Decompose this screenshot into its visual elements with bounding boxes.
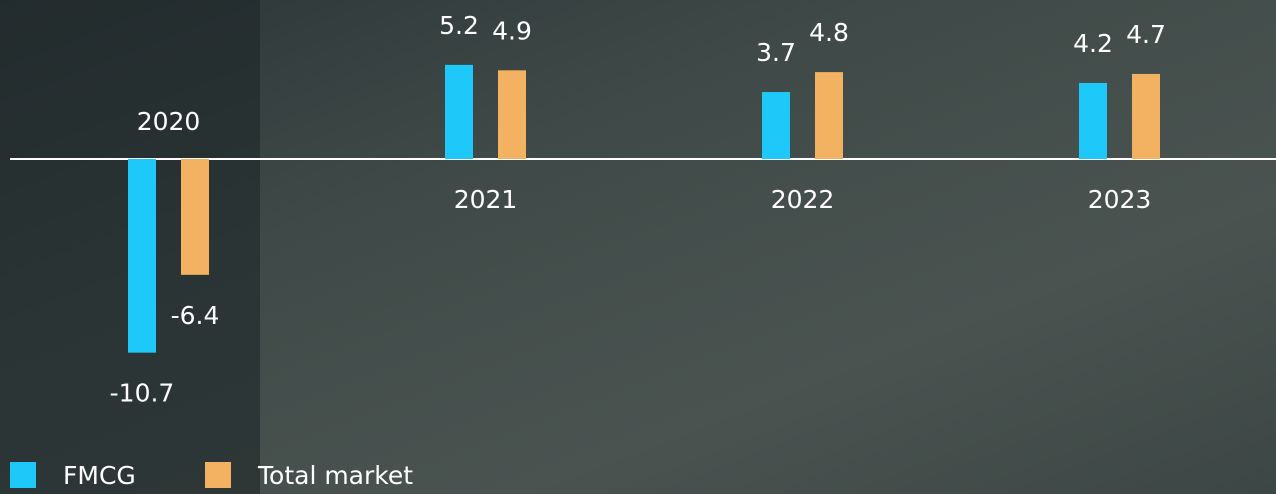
bar [181, 159, 209, 275]
bar [498, 70, 526, 159]
bar [445, 64, 473, 159]
category-label: 2020 [137, 107, 201, 136]
category-label: 2023 [1088, 185, 1152, 214]
value-label: 4.9 [492, 16, 532, 45]
value-label: -6.4 [171, 301, 220, 330]
bar [128, 159, 156, 353]
value-label: 4.2 [1073, 29, 1113, 58]
bar [1132, 73, 1160, 159]
legend-swatch [10, 462, 36, 488]
legend-swatch [205, 462, 231, 488]
category-label: 2021 [454, 185, 518, 214]
value-label: 5.2 [439, 11, 479, 40]
legend-label: Total market [257, 461, 413, 490]
value-label: -10.7 [110, 379, 175, 408]
category-label: 2022 [771, 185, 835, 214]
value-label: 3.7 [756, 38, 796, 67]
bar [762, 92, 790, 159]
value-label: 4.7 [1126, 20, 1166, 49]
bar [815, 72, 843, 159]
bar [1079, 82, 1107, 159]
legend-label: FMCG [63, 461, 136, 490]
value-label: 4.8 [809, 18, 849, 47]
